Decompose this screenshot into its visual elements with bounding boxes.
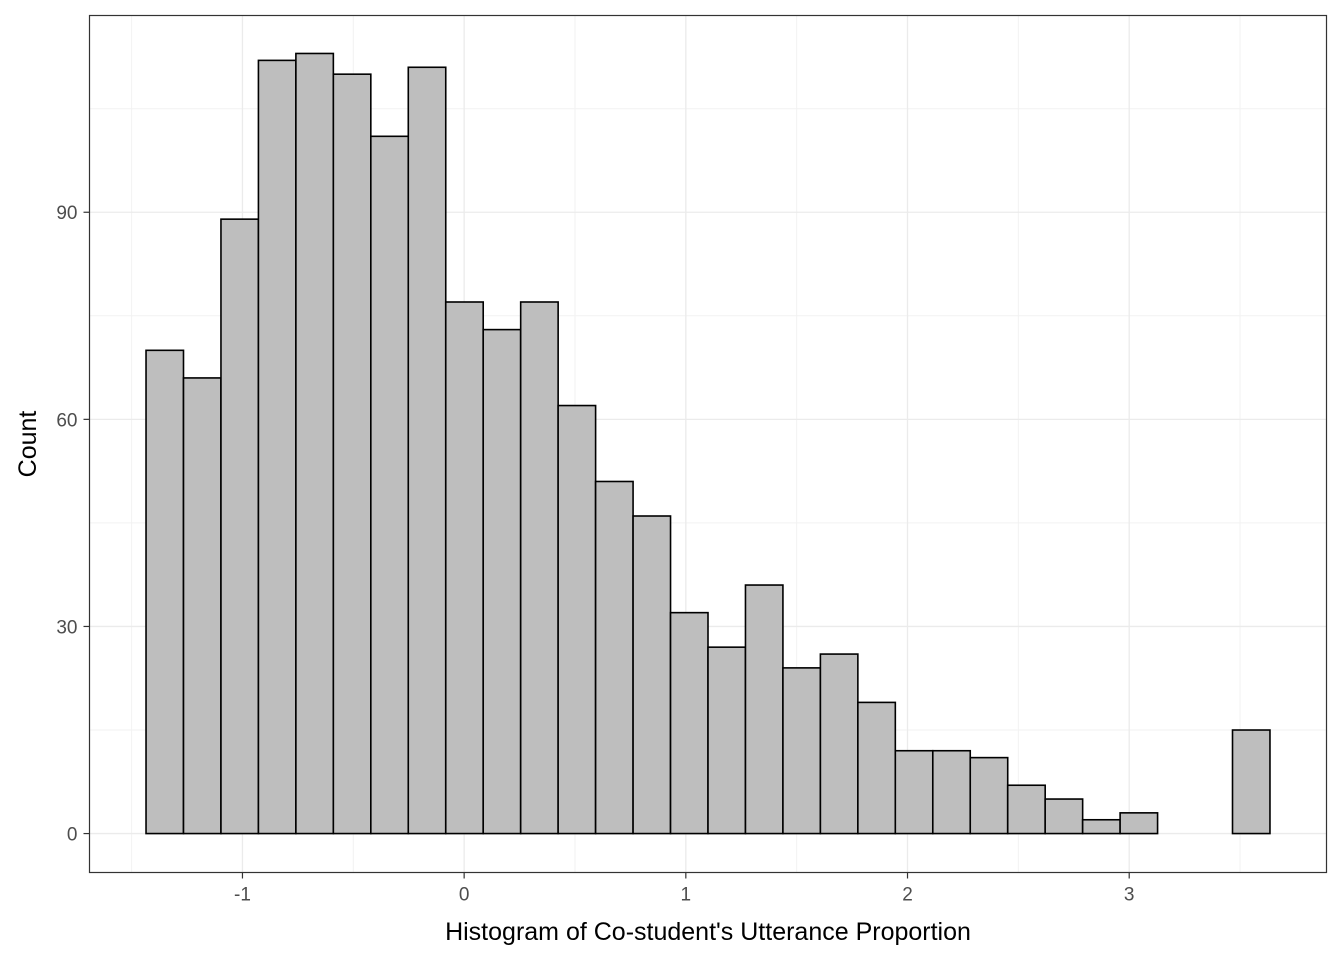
x-tick-label: 2 [902,885,913,906]
histogram-bar [519,301,559,835]
histogram-bar [1044,798,1084,835]
histogram-bar [894,749,934,835]
y-tick-label: 90 [56,203,77,224]
histogram-bar [1006,784,1046,835]
x-tick-label: 1 [681,885,692,906]
y-tick-label: 30 [56,617,77,638]
y-axis-title: Count [14,411,42,478]
histogram-bar [182,377,222,835]
histogram-bars [145,52,1271,835]
histogram-bar [220,218,260,835]
histogram-bar [707,646,747,835]
y-tick-label: 0 [67,825,78,846]
x-tick-label: -1 [234,885,251,906]
histogram-bar [1231,729,1271,835]
histogram-bar [444,301,485,835]
histogram-bar [632,515,672,835]
histogram-bar [931,749,972,835]
histogram-bar [594,480,634,835]
histogram-bar [969,756,1009,835]
histogram-bar [782,667,822,835]
histogram-bar [857,701,897,835]
histogram-bar [257,59,297,835]
x-tick-label: 3 [1124,885,1135,906]
histogram-bar [1119,812,1159,835]
histogram-bar [370,135,410,835]
histogram-bar [482,328,522,835]
histogram-bar [819,653,859,835]
histogram-bar [1081,818,1121,835]
panel-border [88,14,1328,874]
histogram-bar [557,404,597,835]
histogram-bar [295,52,335,835]
histogram-bar [407,66,447,835]
x-tick-label: 0 [459,885,470,906]
histogram-bar [332,73,372,835]
histogram-bar [145,349,185,835]
y-tick-label: 60 [56,410,77,431]
x-axis-title: Histogram of Co-student's Utterance Prop… [445,918,971,946]
histogram-bar [669,611,709,835]
histogram-bar [744,584,784,835]
